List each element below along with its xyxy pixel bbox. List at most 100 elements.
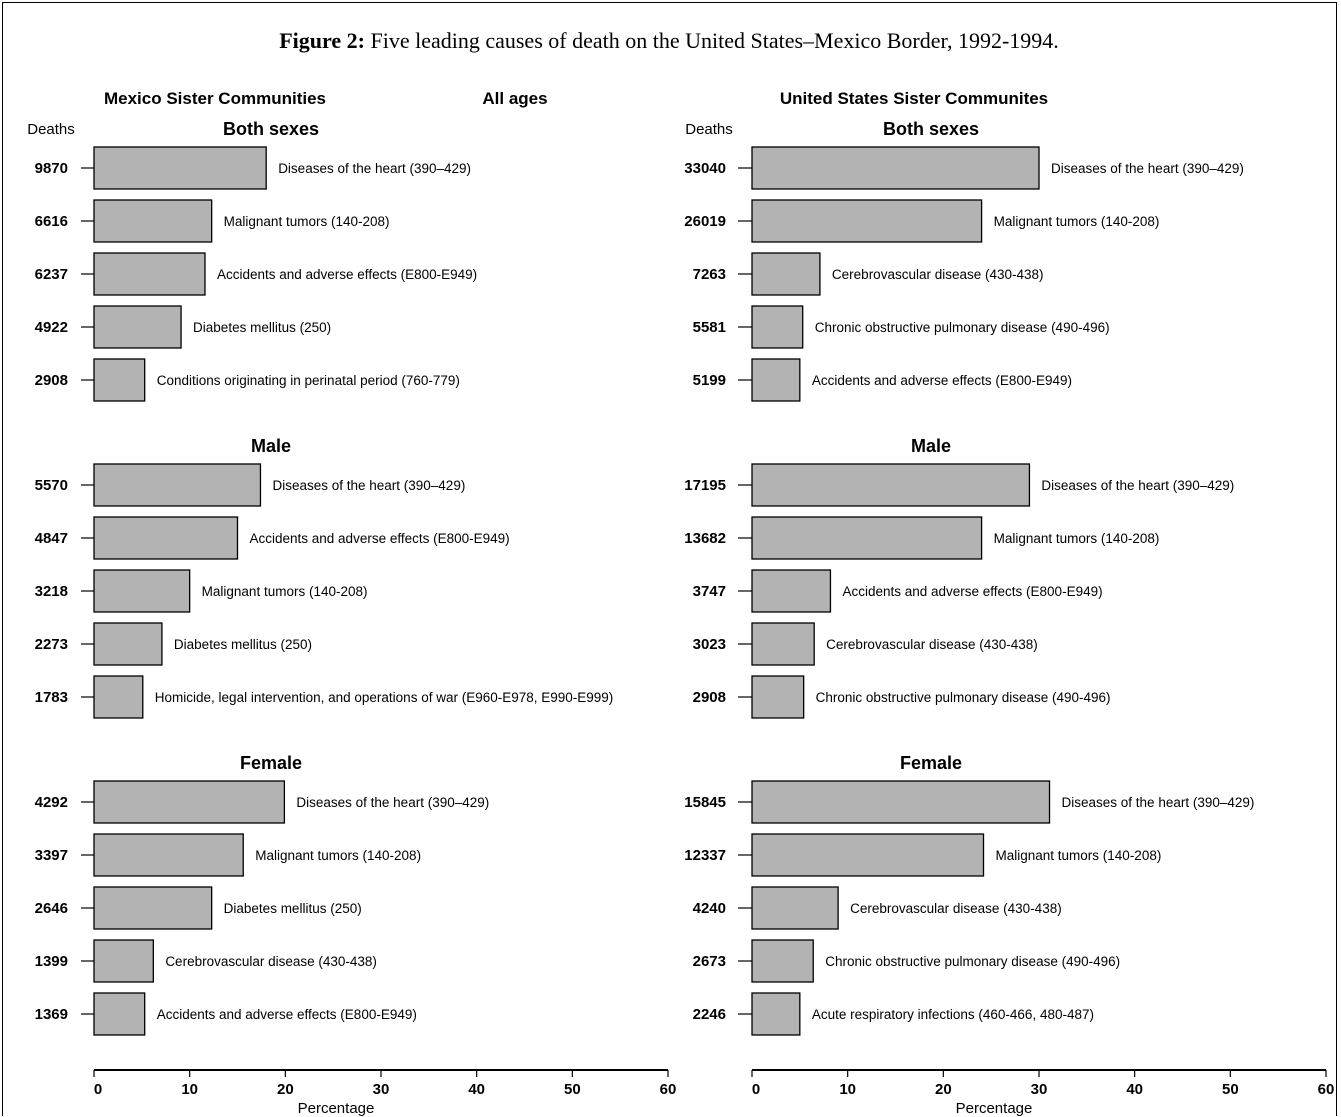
cause-label: Homicide, legal intervention, and operat… xyxy=(155,690,614,705)
us-panel-title-1: Male xyxy=(911,436,951,456)
x-tick-label: 30 xyxy=(1031,1081,1048,1098)
bar xyxy=(751,833,985,877)
deaths-value: 2273 xyxy=(35,636,68,653)
us-header: United States Sister Communites xyxy=(780,89,1048,108)
us-panel-title-0: Both sexes xyxy=(883,119,979,139)
cause-label: Diseases of the heart (390–429) xyxy=(1041,478,1234,493)
cause-label: Diabetes mellitus (250) xyxy=(224,901,362,916)
mexico-x-axis-label: Percentage xyxy=(298,1100,375,1117)
cause-label: Diabetes mellitus (250) xyxy=(174,637,312,652)
cause-label: Diseases of the heart (390–429) xyxy=(1062,795,1255,810)
cause-label: Acute respiratory infections (460-466, 4… xyxy=(812,1007,1094,1022)
cause-label: Malignant tumors (140-208) xyxy=(202,584,368,599)
bar xyxy=(751,358,801,402)
deaths-value: 33040 xyxy=(684,160,726,177)
deaths-value: 6616 xyxy=(35,213,68,230)
bar xyxy=(93,146,267,190)
deaths-value: 26019 xyxy=(684,213,726,230)
bar xyxy=(93,675,144,719)
cause-label: Malignant tumors (140-208) xyxy=(994,214,1160,229)
figure-title-text: Five leading causes of death on the Unit… xyxy=(365,28,1059,53)
deaths-label-left: Deaths xyxy=(27,121,75,138)
cause-label: Diseases of the heart (390–429) xyxy=(296,795,489,810)
deaths-value: 17195 xyxy=(684,477,726,494)
bar xyxy=(751,886,839,930)
x-tick-label: 60 xyxy=(1318,1081,1335,1098)
deaths-value: 9870 xyxy=(35,160,68,177)
bar xyxy=(751,675,805,719)
cause-label: Chronic obstructive pulmonary disease (4… xyxy=(825,954,1120,969)
cause-label: Malignant tumors (140-208) xyxy=(996,848,1162,863)
figure-title: Figure 2: Five leading causes of death o… xyxy=(279,28,1059,53)
cause-label: Diseases of the heart (390–429) xyxy=(278,161,471,176)
deaths-value: 5581 xyxy=(693,319,726,336)
bar xyxy=(751,622,815,666)
x-tick-label: 20 xyxy=(935,1081,952,1098)
deaths-label-right: Deaths xyxy=(685,121,733,138)
x-tick-label: 60 xyxy=(660,1081,677,1098)
x-tick-label: 0 xyxy=(752,1081,760,1098)
cause-label: Diseases of the heart (390–429) xyxy=(272,478,465,493)
mexico-panel-title-1: Male xyxy=(251,436,291,456)
cause-label: Malignant tumors (140-208) xyxy=(255,848,421,863)
cause-label: Chronic obstructive pulmonary disease (4… xyxy=(815,320,1110,335)
us-panel-title-2: Female xyxy=(900,753,962,773)
deaths-value: 2908 xyxy=(35,372,68,389)
x-tick-label: 40 xyxy=(1126,1081,1143,1098)
figure-title-label: Figure 2: xyxy=(279,28,365,53)
deaths-value: 12337 xyxy=(684,847,726,864)
deaths-value: 2246 xyxy=(693,1006,726,1023)
bar xyxy=(93,939,154,983)
bar xyxy=(751,939,814,983)
cause-label: Malignant tumors (140-208) xyxy=(224,214,390,229)
deaths-value: 4847 xyxy=(35,530,68,547)
deaths-value: 13682 xyxy=(684,530,726,547)
x-tick-label: 40 xyxy=(468,1081,485,1098)
cause-label: Accidents and adverse effects (E800-E949… xyxy=(250,531,510,546)
x-tick-label: 30 xyxy=(373,1081,390,1098)
cause-label: Accidents and adverse effects (E800-E949… xyxy=(157,1007,417,1022)
cause-label: Accidents and adverse effects (E800-E949… xyxy=(217,267,477,282)
deaths-value: 3023 xyxy=(693,636,726,653)
cause-label: Diseases of the heart (390–429) xyxy=(1051,161,1244,176)
bar xyxy=(751,463,1031,507)
x-tick-label: 10 xyxy=(181,1081,198,1098)
bar xyxy=(93,622,163,666)
cause-label: Cerebrovascular disease (430-438) xyxy=(832,267,1044,282)
bar xyxy=(93,516,239,560)
chart: Figure 2: Five leading causes of death o… xyxy=(27,28,1335,1117)
deaths-value: 6237 xyxy=(35,266,68,283)
cause-label: Chronic obstructive pulmonary disease (4… xyxy=(816,690,1111,705)
bar xyxy=(751,199,983,243)
bar xyxy=(751,992,801,1036)
mexico-panel-title-0: Both sexes xyxy=(223,119,319,139)
bar xyxy=(93,358,146,402)
deaths-value: 2673 xyxy=(693,953,726,970)
deaths-value: 5570 xyxy=(35,477,68,494)
deaths-value: 1369 xyxy=(35,1006,68,1023)
cause-label: Accidents and adverse effects (E800-E949… xyxy=(812,373,1072,388)
deaths-value: 1399 xyxy=(35,953,68,970)
deaths-value: 3397 xyxy=(35,847,68,864)
bar xyxy=(93,569,191,613)
bar xyxy=(751,569,832,613)
deaths-value: 15845 xyxy=(684,794,726,811)
bar xyxy=(93,886,213,930)
deaths-value: 4922 xyxy=(35,319,68,336)
deaths-value: 4240 xyxy=(693,900,726,917)
bar xyxy=(93,992,146,1036)
bar xyxy=(93,833,244,877)
deaths-value: 5199 xyxy=(693,372,726,389)
x-tick-label: 10 xyxy=(839,1081,856,1098)
deaths-value: 3747 xyxy=(693,583,726,600)
age-group-label: All ages xyxy=(482,89,547,108)
us-x-axis-label: Percentage xyxy=(956,1100,1033,1117)
cause-label: Cerebrovascular disease (430-438) xyxy=(826,637,1038,652)
bar xyxy=(751,516,983,560)
deaths-value: 2646 xyxy=(35,900,68,917)
deaths-value: 7263 xyxy=(693,266,726,283)
mexico-header: Mexico Sister Communities xyxy=(104,89,326,108)
x-tick-label: 0 xyxy=(94,1081,102,1098)
x-tick-label: 20 xyxy=(277,1081,294,1098)
